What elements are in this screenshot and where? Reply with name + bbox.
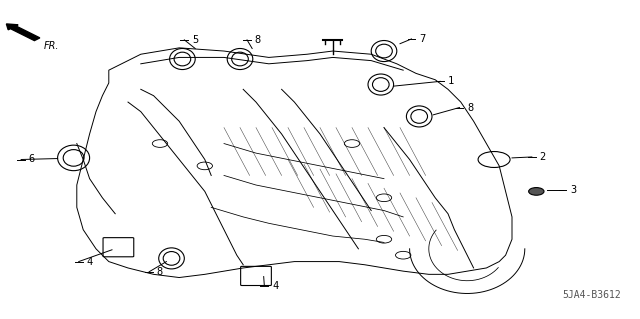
Text: 8: 8 <box>255 35 261 45</box>
Text: 1: 1 <box>448 76 454 86</box>
Text: 8: 8 <box>157 267 163 277</box>
Text: 4: 4 <box>86 256 93 267</box>
Text: 7: 7 <box>419 34 426 44</box>
Text: 8: 8 <box>467 102 474 113</box>
Text: 5: 5 <box>192 35 198 45</box>
Text: FR.: FR. <box>44 41 59 51</box>
FancyArrow shape <box>6 24 40 41</box>
Text: 4: 4 <box>272 280 278 291</box>
Text: 2: 2 <box>540 152 546 162</box>
Text: 6: 6 <box>29 154 35 165</box>
Text: 5JA4-B3612: 5JA4-B3612 <box>562 290 621 300</box>
Circle shape <box>529 188 544 195</box>
Text: 3: 3 <box>570 185 577 196</box>
